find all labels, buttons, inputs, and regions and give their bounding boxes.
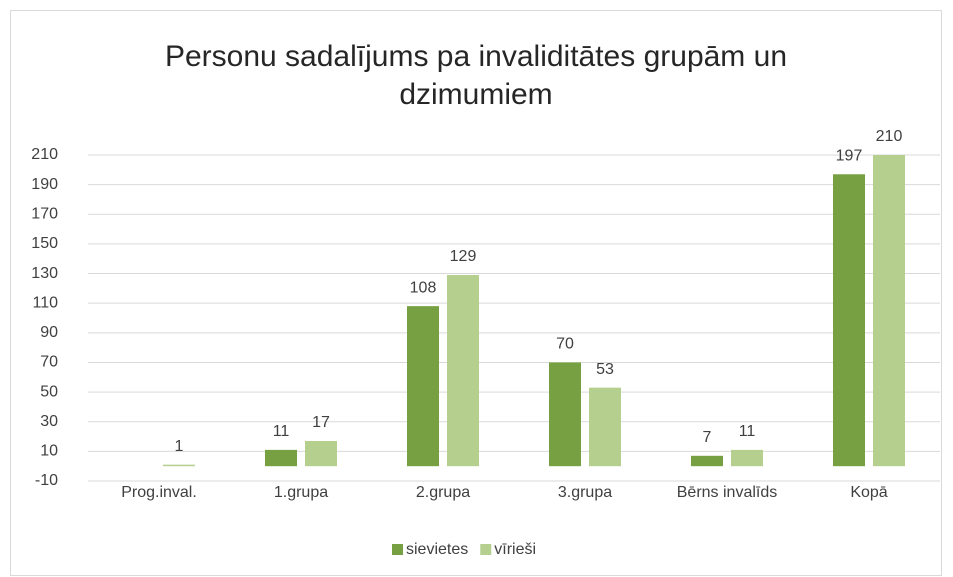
x-tick-label: Prog.inval.: [121, 484, 197, 501]
bar: [691, 455, 723, 467]
y-tick-label: 150: [31, 235, 58, 252]
x-tick-label: 2.grupa: [416, 484, 470, 501]
data-label: 7: [703, 429, 712, 446]
data-label: 11: [739, 423, 756, 440]
data-label: 11: [273, 423, 290, 440]
y-tick-label: 30: [40, 413, 58, 430]
x-tick-label: 1.grupa: [274, 484, 328, 501]
y-tick-label: 50: [40, 383, 58, 400]
legend-swatch: [480, 544, 492, 555]
y-tick-label: 130: [31, 265, 58, 282]
bar: [549, 362, 581, 467]
bar: [731, 449, 763, 467]
bar: [407, 306, 439, 467]
bar: [305, 440, 337, 467]
legend-swatch: [392, 544, 403, 555]
y-tick-label: 10: [40, 443, 58, 460]
bar: [447, 275, 479, 467]
x-tick-label: Kopā: [850, 484, 887, 501]
y-tick-label: 70: [40, 354, 58, 371]
bar: [265, 449, 297, 467]
x-tick-label: 3.grupa: [558, 484, 612, 501]
data-label: 1: [175, 438, 184, 455]
data-label: 197: [836, 147, 863, 164]
y-tick-label: 110: [32, 294, 58, 311]
legend-label: sievietes: [406, 541, 468, 558]
data-label: 17: [312, 414, 330, 431]
chart-title: Personu sadalījums pa invaliditātes grup…: [164, 40, 788, 111]
data-label: 70: [556, 336, 574, 353]
data-label: 129: [450, 248, 477, 265]
data-label: 210: [876, 128, 903, 145]
bar: [589, 387, 621, 467]
data-label: 108: [410, 279, 437, 296]
y-tick-label: 170: [31, 205, 58, 222]
bar: [873, 155, 905, 467]
y-tick-label: 190: [31, 176, 58, 193]
bar: [833, 174, 865, 467]
y-tick-label: 210: [31, 146, 58, 163]
x-tick-label: Bērns invalīds: [677, 484, 778, 501]
data-label: 53: [596, 361, 614, 378]
legend-label: vīrieši: [494, 541, 536, 558]
bar: [163, 464, 195, 467]
y-tick-label: 90: [40, 324, 58, 341]
y-tick-label: -10: [35, 472, 58, 489]
